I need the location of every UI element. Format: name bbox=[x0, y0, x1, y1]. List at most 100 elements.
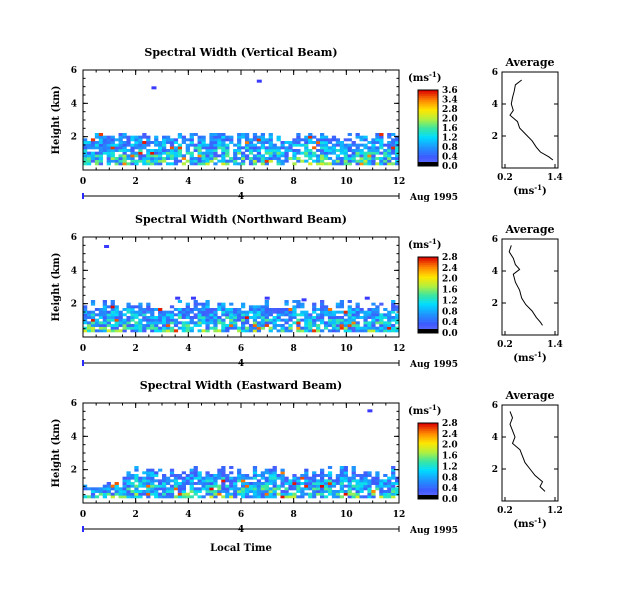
heatmap-cell bbox=[241, 326, 246, 330]
heatmap-cell bbox=[284, 308, 289, 311]
heatmap-cell bbox=[260, 162, 265, 166]
y-tick-label: 2 bbox=[71, 133, 77, 143]
heatmap-cell bbox=[327, 484, 333, 488]
heatmap-cell bbox=[169, 313, 175, 317]
heatmap-cell bbox=[280, 162, 285, 166]
heatmap-cell bbox=[308, 318, 313, 322]
heatmap-cell bbox=[138, 159, 143, 163]
heatmap-cell bbox=[209, 149, 214, 152]
heatmap-cell bbox=[173, 474, 179, 477]
heatmap-cell bbox=[130, 492, 135, 496]
heatmap-cell bbox=[213, 474, 218, 477]
heatmap-cell bbox=[146, 479, 151, 483]
heatmap-cell bbox=[94, 141, 100, 144]
heatmap-cell bbox=[177, 146, 183, 150]
heatmap-cell bbox=[252, 495, 258, 499]
average-title: Average bbox=[504, 389, 554, 402]
heatmap-cell bbox=[312, 308, 317, 311]
heatmap-cell bbox=[225, 162, 230, 166]
heatmap-cell bbox=[343, 490, 348, 493]
heatmap-cell bbox=[118, 492, 123, 496]
colorbar-label: 2.0 bbox=[442, 115, 458, 125]
colorbar-segment bbox=[418, 470, 438, 473]
heatmap-cell bbox=[296, 476, 301, 480]
heatmap-cell bbox=[130, 149, 135, 152]
heatmap-cell bbox=[150, 479, 155, 483]
heatmap-cell bbox=[312, 471, 317, 475]
heatmap-cell bbox=[173, 484, 179, 488]
heatmap-cell bbox=[264, 310, 269, 314]
heatmap-cell bbox=[197, 151, 202, 155]
heatmap-cell bbox=[114, 316, 119, 319]
heatmap-cell bbox=[383, 326, 388, 330]
heatmap-cell bbox=[244, 141, 250, 144]
heatmap-cell bbox=[387, 476, 392, 480]
heatmap-cell bbox=[379, 318, 384, 322]
heatmap-cell bbox=[221, 135, 226, 139]
heatmap-cell bbox=[181, 157, 186, 160]
heatmap-cell bbox=[355, 482, 360, 485]
heatmap-cell bbox=[320, 302, 325, 306]
heatmap-cell bbox=[126, 487, 131, 491]
heatmap-cell bbox=[193, 300, 198, 303]
heatmap-cell bbox=[316, 143, 321, 147]
heatmap-cell bbox=[86, 324, 92, 327]
heatmap-cell bbox=[209, 318, 214, 322]
heatmap-cell bbox=[256, 157, 262, 160]
heatmap-cell bbox=[205, 151, 210, 155]
heatmap-cell bbox=[395, 492, 400, 496]
colorbar-segment bbox=[418, 152, 438, 155]
heatmap-cell bbox=[229, 321, 234, 325]
heatmap-cell bbox=[355, 305, 360, 309]
heatmap-cell bbox=[323, 487, 329, 491]
heatmap-cell bbox=[371, 318, 376, 322]
heatmap-cell bbox=[300, 329, 305, 333]
heatmap-cell bbox=[248, 162, 254, 166]
heatmap-cell bbox=[335, 326, 341, 330]
heatmap-cell bbox=[296, 133, 301, 136]
colorbar-label: 2.4 bbox=[442, 430, 458, 440]
heatmap-cell bbox=[363, 157, 368, 160]
heatmap-cell bbox=[86, 146, 92, 150]
heatmap-cell bbox=[94, 487, 100, 491]
heatmap-cell bbox=[189, 154, 194, 158]
heatmap-cell bbox=[197, 471, 202, 475]
heatmap-cell bbox=[363, 316, 368, 319]
heatmap-cell bbox=[367, 151, 372, 155]
heatmap-cell bbox=[233, 487, 238, 491]
colorbar-segment bbox=[418, 436, 438, 439]
colorbar-segment bbox=[418, 430, 438, 433]
heatmap-cell bbox=[102, 318, 107, 322]
heatmap-cell bbox=[241, 492, 246, 496]
heatmap-cell bbox=[383, 162, 388, 166]
heatmap-cell bbox=[201, 476, 206, 480]
heatmap-cell bbox=[86, 310, 92, 314]
heatmap-cell bbox=[130, 474, 135, 477]
heatmap-cell bbox=[217, 143, 222, 147]
heatmap-cell bbox=[296, 313, 301, 317]
heatmap-cell bbox=[110, 329, 115, 333]
heatmap-cell bbox=[379, 138, 384, 142]
heatmap-cell bbox=[339, 482, 344, 485]
heatmap-cell bbox=[320, 329, 325, 333]
heatmap-cell bbox=[367, 490, 372, 493]
heatmap-cell bbox=[244, 326, 250, 330]
heatmap-cell bbox=[248, 487, 254, 491]
heatmap-cell bbox=[181, 141, 186, 144]
heatmap-cell bbox=[320, 308, 325, 311]
colorbar-segment bbox=[418, 281, 438, 284]
panel-title: Spectral Width (Vertical Beam) bbox=[144, 46, 337, 59]
x-tick-label: 12 bbox=[393, 510, 406, 520]
heatmap-cell bbox=[252, 313, 258, 317]
heatmap-cell bbox=[343, 162, 348, 166]
heatmap-cell bbox=[193, 321, 198, 325]
heatmap-cell bbox=[359, 316, 364, 319]
heatmap-cell bbox=[391, 468, 396, 472]
heatmap-cell bbox=[331, 313, 337, 317]
heatmap-cell bbox=[154, 326, 159, 330]
heatmap-cell bbox=[379, 313, 384, 317]
heatmap-cell bbox=[241, 495, 246, 499]
heatmap-cell bbox=[130, 146, 135, 150]
heatmap-cell bbox=[225, 487, 230, 491]
heatmap-cell bbox=[150, 149, 155, 152]
